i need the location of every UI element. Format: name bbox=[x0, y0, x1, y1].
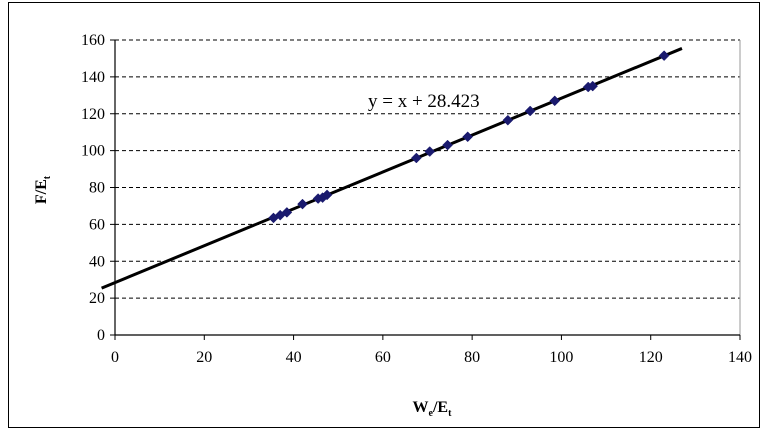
y-tick-label: 40 bbox=[89, 253, 105, 270]
data-points bbox=[268, 50, 670, 224]
y-tick-label: 160 bbox=[81, 32, 105, 49]
y-axis-label: F/Et bbox=[33, 175, 53, 204]
x-axis-label-sub: e bbox=[429, 408, 434, 419]
x-axis-label-mid: /E bbox=[432, 399, 448, 416]
gridlines bbox=[115, 39, 741, 335]
chart-frame bbox=[8, 2, 760, 428]
data-point bbox=[321, 189, 333, 201]
data-point bbox=[502, 114, 514, 126]
data-point bbox=[658, 50, 670, 62]
y-tick-label: 80 bbox=[89, 180, 105, 197]
data-point bbox=[424, 146, 436, 157]
data-point bbox=[587, 80, 599, 92]
y-tick-label: 20 bbox=[89, 290, 105, 307]
x-tick-label: 140 bbox=[728, 349, 752, 366]
data-point bbox=[549, 95, 561, 107]
data-point bbox=[442, 139, 453, 151]
x-tick-label: 40 bbox=[286, 349, 302, 366]
data-point bbox=[524, 105, 536, 117]
y-tick-label: 100 bbox=[81, 143, 105, 160]
y-tick-label: 120 bbox=[81, 106, 105, 123]
y-axis-label-main: F/E bbox=[33, 179, 50, 204]
axes bbox=[110, 39, 741, 340]
x-axis-label-main: W bbox=[413, 399, 429, 416]
x-tick-label: 0 bbox=[111, 349, 119, 366]
x-tick-label: 20 bbox=[196, 349, 212, 366]
y-tick-label: 60 bbox=[89, 216, 105, 233]
tick-labels: 0 20 40 60 80 100 120 140 160 0 20 40 60 80 100 120 140 bbox=[81, 32, 752, 366]
y-axis-label-sub: t bbox=[42, 175, 53, 179]
trendline-equation: y = x + 28.423 bbox=[368, 91, 480, 112]
x-axis-label-sub2: t bbox=[448, 408, 452, 419]
x-axis-label: We/Et bbox=[413, 399, 453, 419]
x-tick-label: 100 bbox=[549, 349, 573, 366]
x-tick-label: 60 bbox=[375, 349, 391, 366]
x-tick-label: 80 bbox=[464, 349, 480, 366]
data-point bbox=[410, 152, 422, 164]
data-point bbox=[281, 207, 293, 218]
data-point bbox=[297, 198, 308, 210]
x-tick-label: 120 bbox=[639, 349, 663, 366]
y-tick-label: 140 bbox=[81, 69, 105, 86]
data-point bbox=[462, 131, 474, 143]
y-tick-label: 0 bbox=[97, 327, 105, 344]
